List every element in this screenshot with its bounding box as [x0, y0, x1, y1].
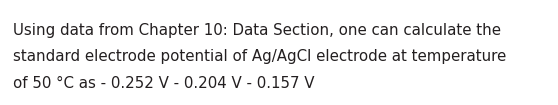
Text: Using data from Chapter 10: Data Section, one can calculate the: Using data from Chapter 10: Data Section…: [13, 23, 501, 38]
Text: of 50 °C as - 0.252 V - 0.204 V - 0.157 V: of 50 °C as - 0.252 V - 0.204 V - 0.157 …: [13, 76, 315, 91]
Text: standard electrode potential of Ag/AgCl electrode at temperature: standard electrode potential of Ag/AgCl …: [13, 49, 506, 64]
